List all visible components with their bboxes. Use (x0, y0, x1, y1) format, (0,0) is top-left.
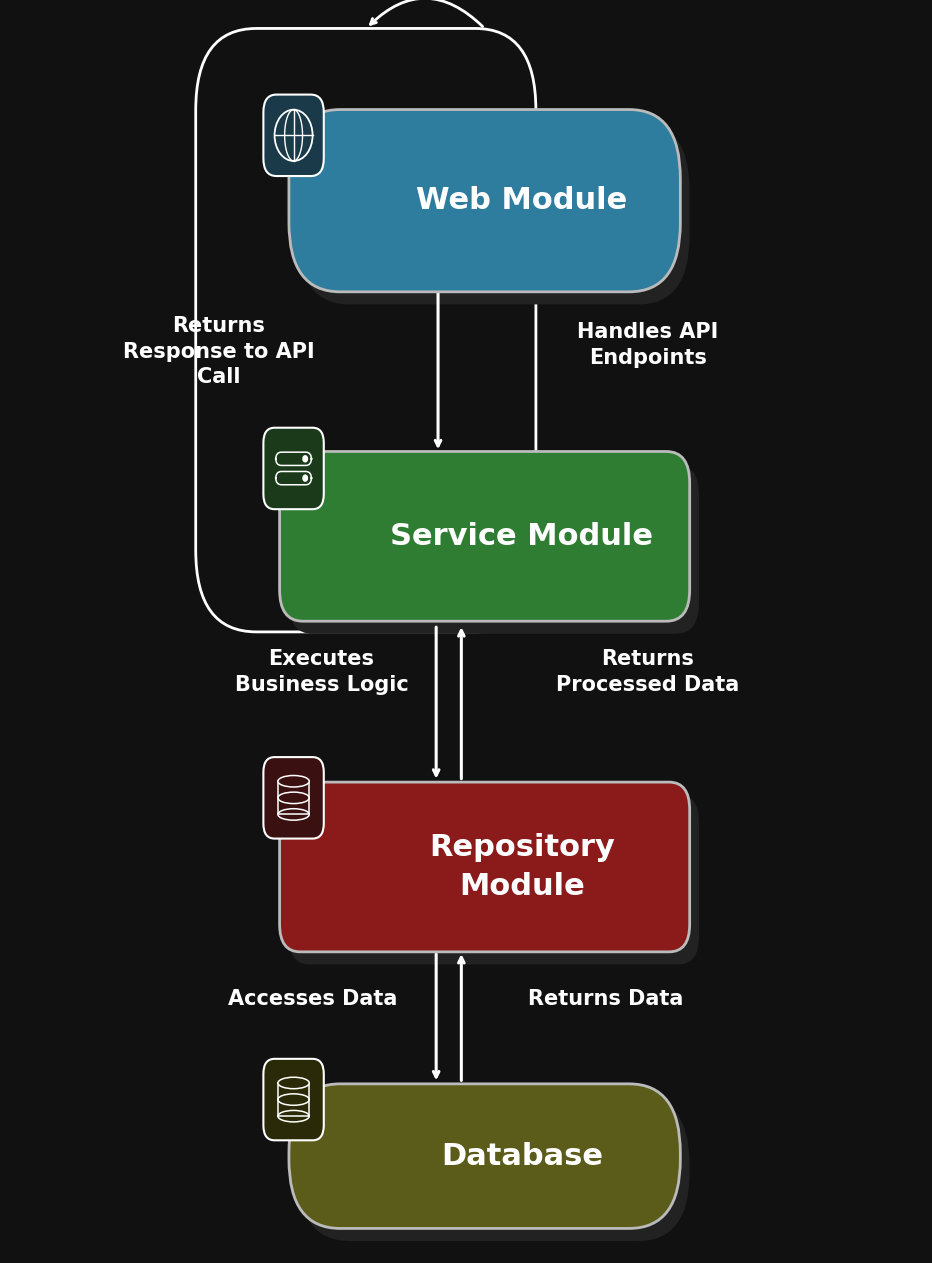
Text: Returns Data: Returns Data (528, 989, 683, 1009)
Bar (278, 782, 309, 815)
FancyBboxPatch shape (289, 464, 699, 634)
FancyBboxPatch shape (289, 110, 680, 292)
FancyBboxPatch shape (264, 95, 323, 176)
FancyBboxPatch shape (280, 782, 690, 952)
Text: Repository
Module: Repository Module (429, 834, 615, 901)
FancyBboxPatch shape (289, 1084, 680, 1229)
FancyBboxPatch shape (264, 1058, 323, 1140)
Ellipse shape (278, 1077, 309, 1089)
Text: Web Module: Web Module (417, 186, 627, 215)
FancyBboxPatch shape (264, 757, 323, 839)
Circle shape (303, 456, 308, 462)
Text: Accesses Data: Accesses Data (227, 989, 397, 1009)
Text: Returns
Processed Data: Returns Processed Data (556, 649, 739, 695)
Ellipse shape (278, 775, 309, 787)
FancyBboxPatch shape (298, 123, 690, 304)
Circle shape (303, 475, 308, 481)
FancyBboxPatch shape (298, 1096, 690, 1242)
Text: Executes
Business Logic: Executes Business Logic (235, 649, 408, 695)
Text: Database: Database (441, 1142, 603, 1171)
FancyBboxPatch shape (289, 794, 699, 965)
Bar (278, 1082, 309, 1116)
Text: Handles API
Endpoints: Handles API Endpoints (577, 322, 719, 368)
Text: Service Module: Service Module (391, 522, 653, 551)
Text: Returns
Response to API
Call: Returns Response to API Call (123, 316, 315, 388)
FancyBboxPatch shape (264, 428, 323, 509)
FancyBboxPatch shape (280, 451, 690, 621)
